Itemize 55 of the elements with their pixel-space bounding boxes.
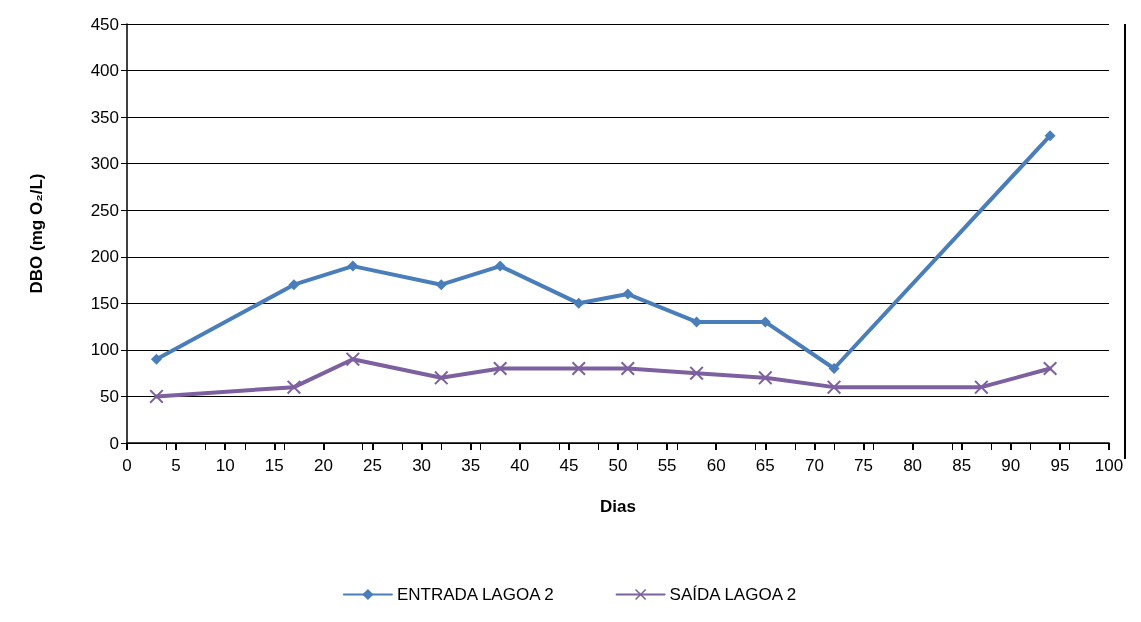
legend-label: SAÍDA LAGOA 2: [669, 585, 797, 604]
point: [758, 370, 773, 385]
y-tick-label: 100: [90, 340, 119, 360]
y-tick-label: 300: [90, 154, 119, 174]
x-tick-label: 35: [461, 456, 481, 475]
y-tick-label: 250: [90, 200, 119, 220]
x-axis-title: Dias: [600, 497, 636, 516]
x-tick-label: 60: [706, 456, 726, 475]
point: [622, 288, 634, 300]
point: [827, 380, 842, 395]
x-tick-label: 20: [313, 456, 333, 475]
x-tick-label: 100: [1094, 456, 1124, 475]
legend-label: ENTRADA LAGOA 2: [396, 585, 554, 604]
point: [434, 370, 449, 385]
point: [345, 352, 360, 367]
x-tick-label: 80: [903, 456, 923, 475]
point: [435, 279, 447, 291]
y-tick-label: 150: [90, 293, 119, 313]
point: [828, 363, 840, 375]
x-tick-label: 30: [412, 456, 432, 475]
x-tick-label: 85: [952, 456, 972, 475]
x-tick-label: 70: [804, 456, 824, 475]
point: [689, 366, 704, 381]
y-tick-label: 350: [90, 107, 119, 127]
point: [288, 279, 300, 291]
x-tick-label: 65: [755, 456, 775, 475]
x-tick-label: 90: [1001, 456, 1021, 475]
point: [620, 361, 635, 376]
y-axis-title: DBO (mg O₂/L): [27, 173, 46, 294]
point: [1044, 130, 1056, 142]
y-tick-label: 450: [90, 14, 119, 34]
x-tick-label: 50: [608, 456, 628, 475]
y-tick-label: 400: [90, 61, 119, 81]
x-tick-label: 45: [559, 456, 579, 475]
point: [493, 361, 508, 376]
point: [286, 380, 301, 395]
point: [974, 380, 989, 395]
x-tick-label: 40: [510, 456, 530, 475]
x-tick-label: 5: [171, 456, 181, 475]
y-tick-label: 200: [90, 247, 119, 267]
point: [347, 260, 359, 272]
y-tick-label: 50: [100, 386, 119, 406]
point: [149, 389, 164, 404]
point: [571, 361, 586, 376]
x-tick-label: 15: [264, 456, 284, 475]
point: [573, 297, 585, 309]
x-tick-label: 10: [215, 456, 235, 475]
x-tick-label: 0: [122, 456, 132, 475]
x-tick-label: 75: [854, 456, 873, 475]
point: [494, 260, 506, 272]
y-tick-label: 0: [109, 433, 119, 453]
point: [150, 353, 162, 365]
x-tick-label: 95: [1050, 456, 1070, 475]
x-tick-label: 25: [363, 456, 382, 475]
x-tick-label: 55: [657, 456, 677, 475]
